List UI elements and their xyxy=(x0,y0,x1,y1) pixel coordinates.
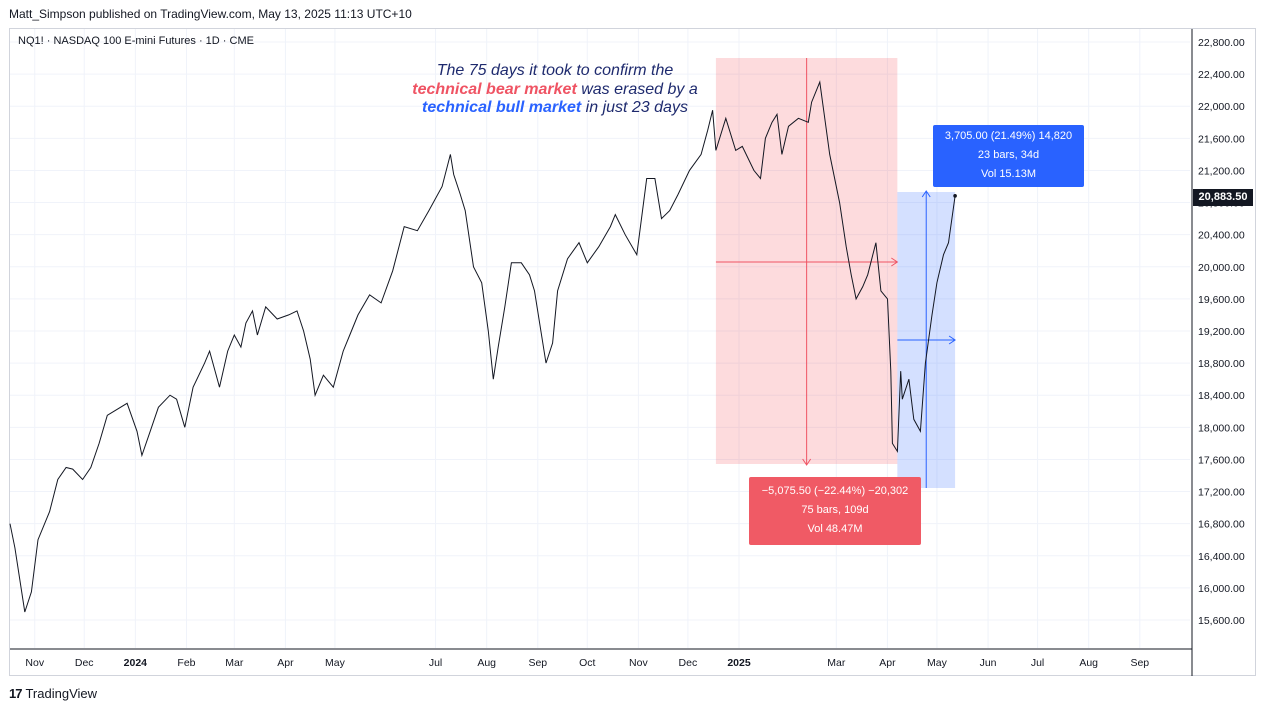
bull-measure-change: 3,705.00 (21.49%) 14,820 xyxy=(944,130,1073,142)
x-tick-label: Jun xyxy=(980,657,997,669)
bear-measure-arrow-down xyxy=(802,458,812,466)
price-line xyxy=(9,80,956,613)
bull-measure-label[interactable]: 3,705.00 (21.49%) 14,820 23 bars, 34d Vo… xyxy=(933,125,1084,187)
x-tick-label: Nov xyxy=(629,657,648,669)
y-tick-label: 21,200.00 xyxy=(1198,165,1245,177)
tradingview-logo-icon: 17 xyxy=(9,686,23,701)
bear-measure-arrow-right xyxy=(891,257,899,267)
time-axis: Nov Dec 2024 Feb Mar Apr May Jul Aug Sep Oct Nov Dec… xyxy=(10,648,1192,669)
x-tick-label: Sep xyxy=(528,657,547,669)
x-tick-label: May xyxy=(927,657,948,669)
x-tick-label: Apr xyxy=(879,657,896,669)
x-tick-label: Oct xyxy=(579,657,595,669)
symbol-title: NQ1! · NASDAQ 100 E-mini Futures · 1D · … xyxy=(18,35,254,47)
y-tick-label: 18,800.00 xyxy=(1198,358,1245,370)
y-tick-label: 20,400.00 xyxy=(1198,230,1245,242)
y-tick-label: 21,600.00 xyxy=(1198,133,1245,145)
measure-zones xyxy=(715,58,956,488)
x-tick-label: Dec xyxy=(679,657,698,669)
chart-frame[interactable] xyxy=(9,28,1256,676)
annotation-bear: technical bear market xyxy=(412,80,577,98)
y-tick-label: 19,200.00 xyxy=(1198,326,1245,338)
y-tick-label: 20,000.00 xyxy=(1198,262,1245,274)
tradingview-logo-text: TradingView xyxy=(25,686,98,701)
x-tick-label: May xyxy=(325,657,346,669)
x-tick-label: Mar xyxy=(225,657,244,669)
y-tick-label: 17,200.00 xyxy=(1198,487,1245,499)
x-tick-label: Jul xyxy=(1031,657,1044,669)
y-tick-label: 18,400.00 xyxy=(1198,390,1245,402)
y-tick-label: 16,800.00 xyxy=(1198,519,1245,531)
last-price-label: 20,883.50 xyxy=(1193,189,1253,206)
y-tick-label: 15,600.00 xyxy=(1198,615,1245,627)
x-tick-label: Sep xyxy=(1130,657,1149,669)
price-axis: 15,600.00 16,000.00 16,400.00 16,800.00 17,2… xyxy=(1191,29,1245,676)
bull-measure-arrow-up xyxy=(921,190,931,198)
y-tick-label: 17,600.00 xyxy=(1198,454,1245,466)
y-tick-label: 22,000.00 xyxy=(1198,101,1245,113)
annotation-end: in just 23 days xyxy=(581,99,688,116)
x-tick-label: 2025 xyxy=(727,657,751,669)
x-tick-label: Mar xyxy=(827,657,846,669)
x-tick-label: Feb xyxy=(177,657,195,669)
bull-measure-bars: 23 bars, 34d xyxy=(977,149,1040,161)
x-tick-label: Jul xyxy=(429,657,442,669)
bull-measure-arrow-right xyxy=(948,335,956,345)
bear-measure-change: −5,075.50 (−22.44%) −20,302 xyxy=(761,485,909,497)
y-tick-label: 19,600.00 xyxy=(1198,294,1245,306)
bear-measure-label[interactable]: −5,075.50 (−22.44%) −20,302 75 bars, 109… xyxy=(749,477,921,545)
tradingview-logo[interactable]: 17 TradingView xyxy=(9,686,97,701)
annotation-mid: was erased by a xyxy=(576,80,698,98)
published-line: Matt_Simpson published on TradingView.co… xyxy=(9,7,412,21)
bear-measure-bars: 75 bars, 109d xyxy=(801,504,869,516)
annotation-bull: technical bull market xyxy=(422,99,582,116)
last-price-point xyxy=(953,194,957,198)
bull-measure-volume: Vol 15.13M xyxy=(980,168,1037,180)
x-tick-label: Aug xyxy=(477,657,496,669)
x-tick-label: Dec xyxy=(75,657,94,669)
x-tick-label: Apr xyxy=(277,657,294,669)
x-tick-label: 2024 xyxy=(124,657,148,669)
y-tick-label: 18,000.00 xyxy=(1198,422,1245,434)
bear-measure-volume: Vol 48.47M xyxy=(807,523,863,535)
x-tick-label: Nov xyxy=(25,657,44,669)
annotation-line1: The 75 days it took to confirm the xyxy=(436,62,674,79)
annotation-text: The 75 days it took to confirm the techn… xyxy=(390,62,720,118)
y-tick-label: 22,400.00 xyxy=(1198,69,1245,81)
x-tick-label: Aug xyxy=(1079,657,1098,669)
grid xyxy=(10,29,1190,648)
y-tick-label: 22,800.00 xyxy=(1198,37,1245,49)
y-tick-label: 16,000.00 xyxy=(1198,583,1245,595)
y-tick-label: 16,400.00 xyxy=(1198,551,1245,563)
